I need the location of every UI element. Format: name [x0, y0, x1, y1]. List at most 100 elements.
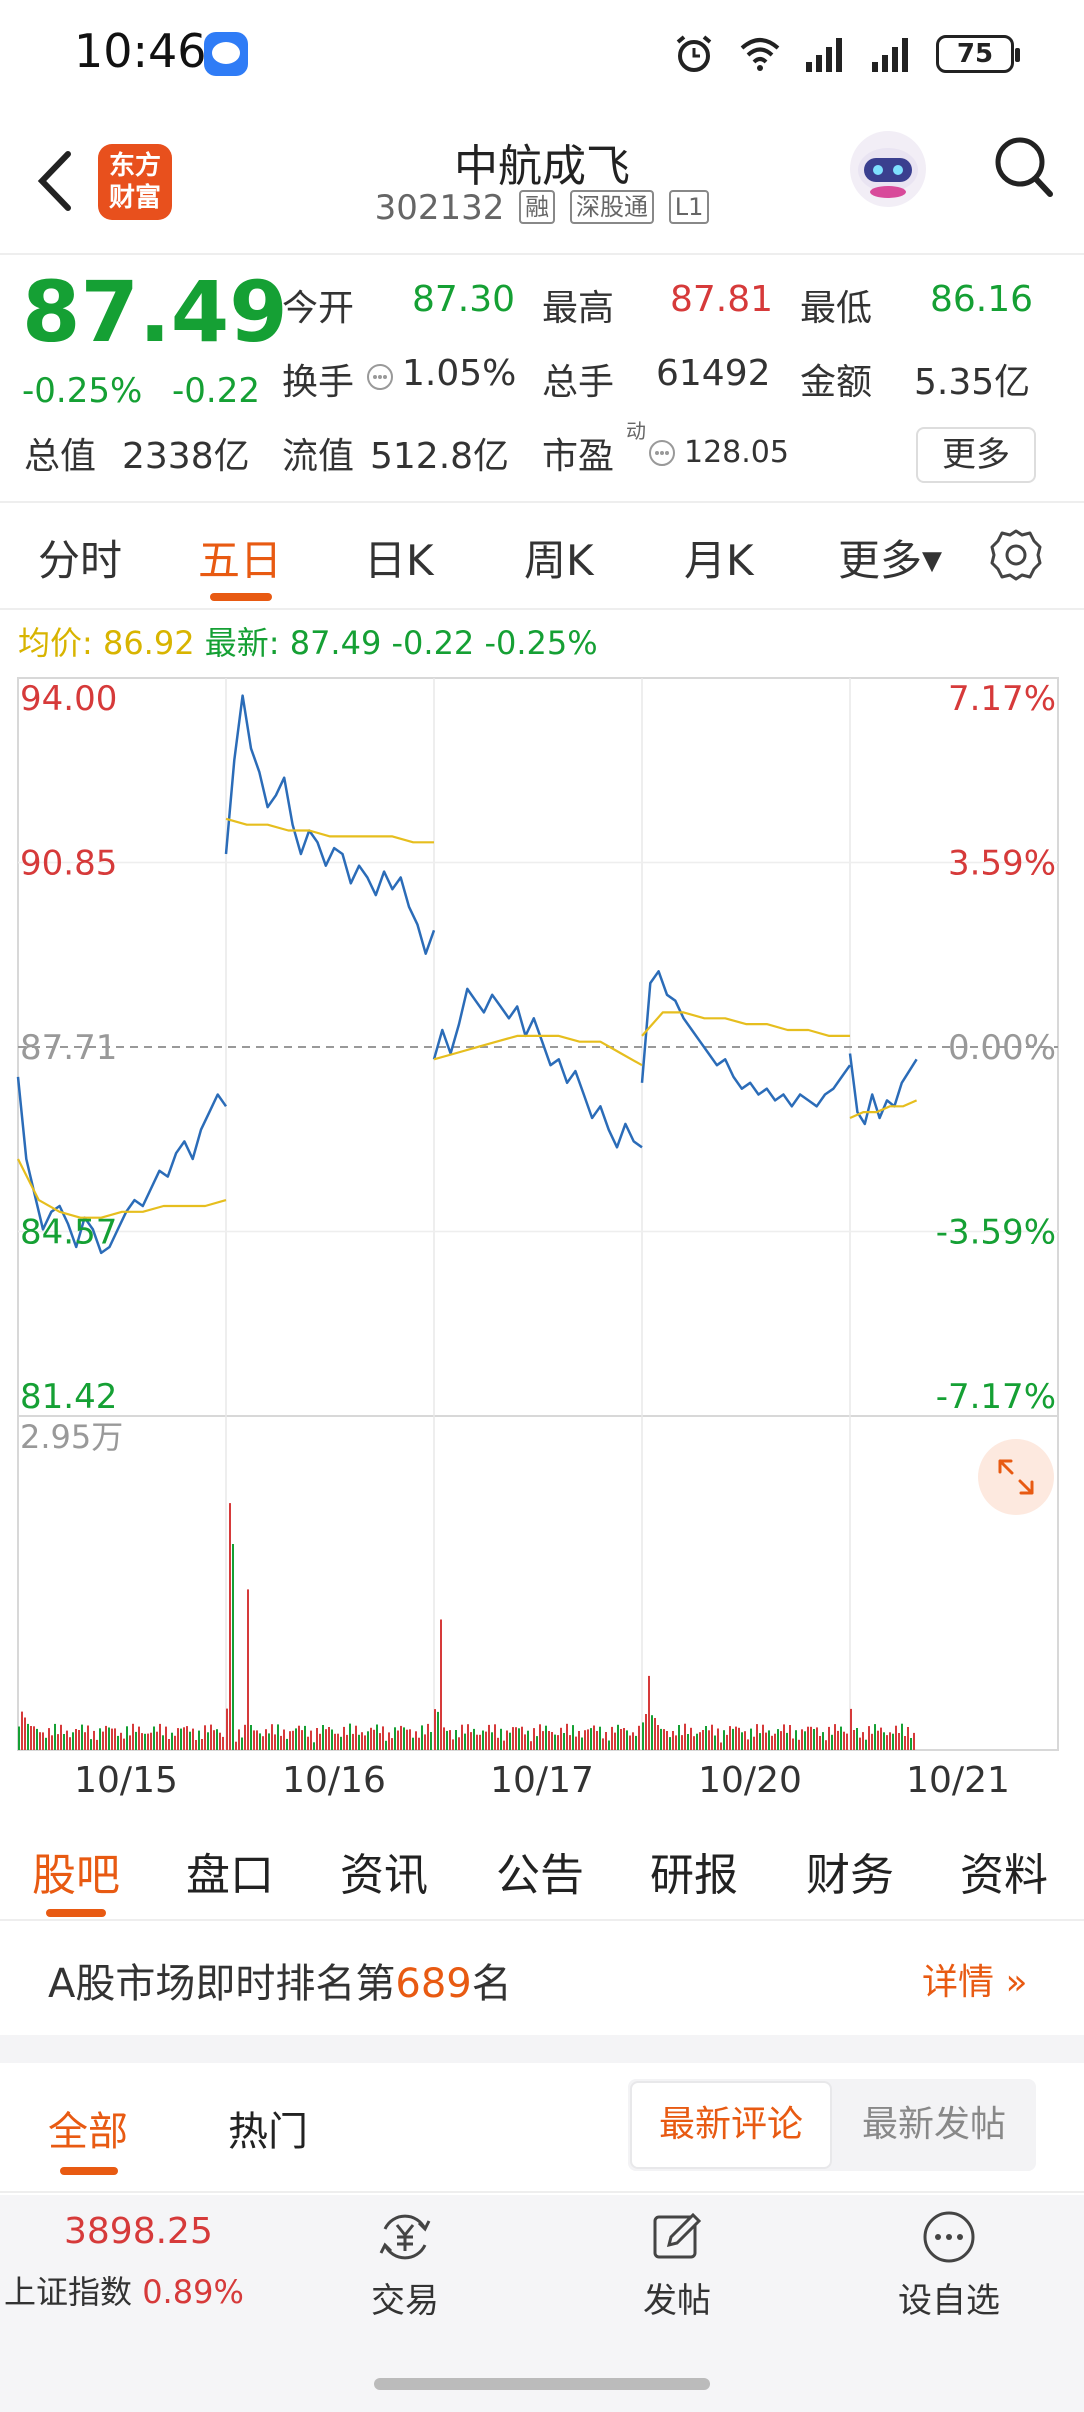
volume-bar: [63, 1734, 65, 1750]
tab-daily-k[interactable]: 日K: [364, 536, 434, 585]
tab-financials[interactable]: 财务: [806, 1850, 894, 1901]
tab-news[interactable]: 资讯: [340, 1850, 428, 1901]
volume-bar: [45, 1737, 47, 1750]
high-label: 最高: [542, 288, 615, 329]
market-cap-value: 2338亿: [122, 436, 250, 477]
volume-bar: [729, 1726, 731, 1750]
rank-text: A股市场即时排名第689名: [48, 1961, 512, 2007]
volume-bar: [21, 1711, 23, 1750]
volume-bar: [226, 1708, 228, 1750]
price-line-segment: [432, 987, 643, 1149]
volume-bar: [340, 1736, 342, 1750]
volume-bar: [400, 1725, 402, 1750]
volume-bar: [898, 1733, 900, 1750]
info-icon[interactable]: [366, 363, 394, 391]
volume-bar: [648, 1675, 650, 1750]
volume-bar: [813, 1729, 815, 1750]
tab-more[interactable]: 更多▼: [838, 536, 943, 585]
pe-value: 128.05: [684, 435, 789, 470]
more-quote-button[interactable]: 更多: [916, 427, 1036, 483]
app-logo[interactable]: 东方 财富: [98, 144, 172, 220]
tab-hot[interactable]: 热门: [228, 2109, 308, 2155]
volume-bar: [837, 1730, 839, 1750]
volume-bar: [30, 1726, 32, 1750]
volume-bar: [292, 1730, 294, 1750]
turnover-label: 换手: [282, 362, 355, 403]
tab-five-day[interactable]: 五日: [198, 536, 283, 585]
volume-bar: [298, 1725, 300, 1750]
volume-bar: [642, 1722, 644, 1750]
price-line-segment: [640, 970, 852, 1108]
volume-bar: [596, 1731, 598, 1750]
volume-bar: [614, 1732, 616, 1750]
volume-bar: [168, 1739, 170, 1750]
gear-icon[interactable]: [988, 527, 1044, 583]
tab-profile[interactable]: 资料: [960, 1850, 1048, 1901]
index-name: 上证指数: [4, 2273, 133, 2311]
volume-bar: [204, 1725, 206, 1750]
tab-weekly-k[interactable]: 周K: [524, 536, 594, 585]
volume-bar: [364, 1735, 366, 1750]
expand-chart-button[interactable]: [978, 1439, 1054, 1515]
add-watchlist-button[interactable]: 设自选: [884, 2207, 1014, 2322]
volume-bar: [669, 1737, 671, 1750]
search-icon[interactable]: [990, 132, 1056, 202]
volume-bar: [654, 1718, 656, 1750]
volume-bar: [150, 1732, 152, 1750]
volume-bar: [681, 1735, 683, 1750]
volume-bar: [720, 1742, 722, 1750]
tab-intraday[interactable]: 分时: [38, 536, 123, 585]
volume-bar: [500, 1728, 502, 1750]
tab-research[interactable]: 研报: [650, 1850, 738, 1901]
volume-bar: [518, 1728, 520, 1750]
x-axis-date-label: 10/20: [698, 1760, 802, 1801]
volume-bar: [798, 1739, 800, 1750]
back-arrow-icon[interactable]: [30, 146, 80, 216]
y-axis-price-label: 87.71: [20, 1028, 117, 1068]
volume-bar: [819, 1736, 821, 1750]
rank-detail-link[interactable]: 详情 »: [922, 1962, 1028, 2003]
stock-code: 302132: [374, 188, 505, 228]
volume-bar: [735, 1726, 737, 1750]
volume-bar: [874, 1724, 876, 1750]
volume-bar: [54, 1723, 56, 1750]
change-amount: -0.22: [172, 371, 260, 411]
volume-bar: [509, 1732, 511, 1750]
battery-indicator: 75: [936, 35, 1020, 73]
latest-comment-button[interactable]: 最新评论: [630, 2081, 832, 2169]
latest-post-button[interactable]: 最新发帖: [861, 2104, 1006, 2145]
volume-bar: [265, 1729, 267, 1750]
tab-monthly-k[interactable]: 月K: [684, 536, 754, 585]
tab-forum[interactable]: 股吧: [32, 1850, 120, 1901]
volume-bar: [569, 1735, 571, 1750]
volume-bar: [443, 1727, 445, 1750]
volume-bar: [822, 1732, 824, 1750]
volume-bar: [376, 1724, 378, 1750]
post-button[interactable]: 发帖: [612, 2207, 742, 2322]
volume-bar: [198, 1730, 200, 1750]
volume-bar: [24, 1717, 26, 1750]
y-axis-percent-label: -3.59%: [936, 1213, 1056, 1253]
trade-button[interactable]: 交易: [340, 2207, 470, 2322]
tab-all[interactable]: 全部: [48, 2109, 128, 2155]
float-cap-label: 流值: [282, 436, 355, 477]
volume-bar: [241, 1737, 243, 1750]
robot-assistant-icon[interactable]: [846, 126, 930, 212]
stock-header: 东方 财富 中航成飞 302132 融 深股通 L1: [0, 110, 1084, 255]
volume-bar: [370, 1727, 372, 1750]
x-axis-date-label: 10/17: [490, 1760, 594, 1801]
open-label: 今开: [282, 288, 355, 329]
pe-info-icon[interactable]: [648, 439, 676, 467]
volume-bar: [482, 1730, 484, 1750]
volume-bar: [325, 1729, 327, 1750]
five-day-price-chart[interactable]: 94.00 90.85 87.71 84.57 81.42 7.17% 3.59% 0.00%…: [0, 670, 1084, 1815]
volume-bar: [834, 1724, 836, 1750]
volume-bar: [60, 1724, 62, 1750]
volume-bar: [310, 1730, 312, 1750]
volume-bar: [780, 1731, 782, 1750]
volume-bar: [708, 1730, 710, 1750]
market-rank-row[interactable]: A股市场即时排名第689名 详情 »: [0, 1923, 1084, 2033]
volume-bar: [235, 1741, 237, 1750]
tab-order-book[interactable]: 盘口: [186, 1850, 274, 1901]
tab-announcements[interactable]: 公告: [496, 1850, 584, 1901]
